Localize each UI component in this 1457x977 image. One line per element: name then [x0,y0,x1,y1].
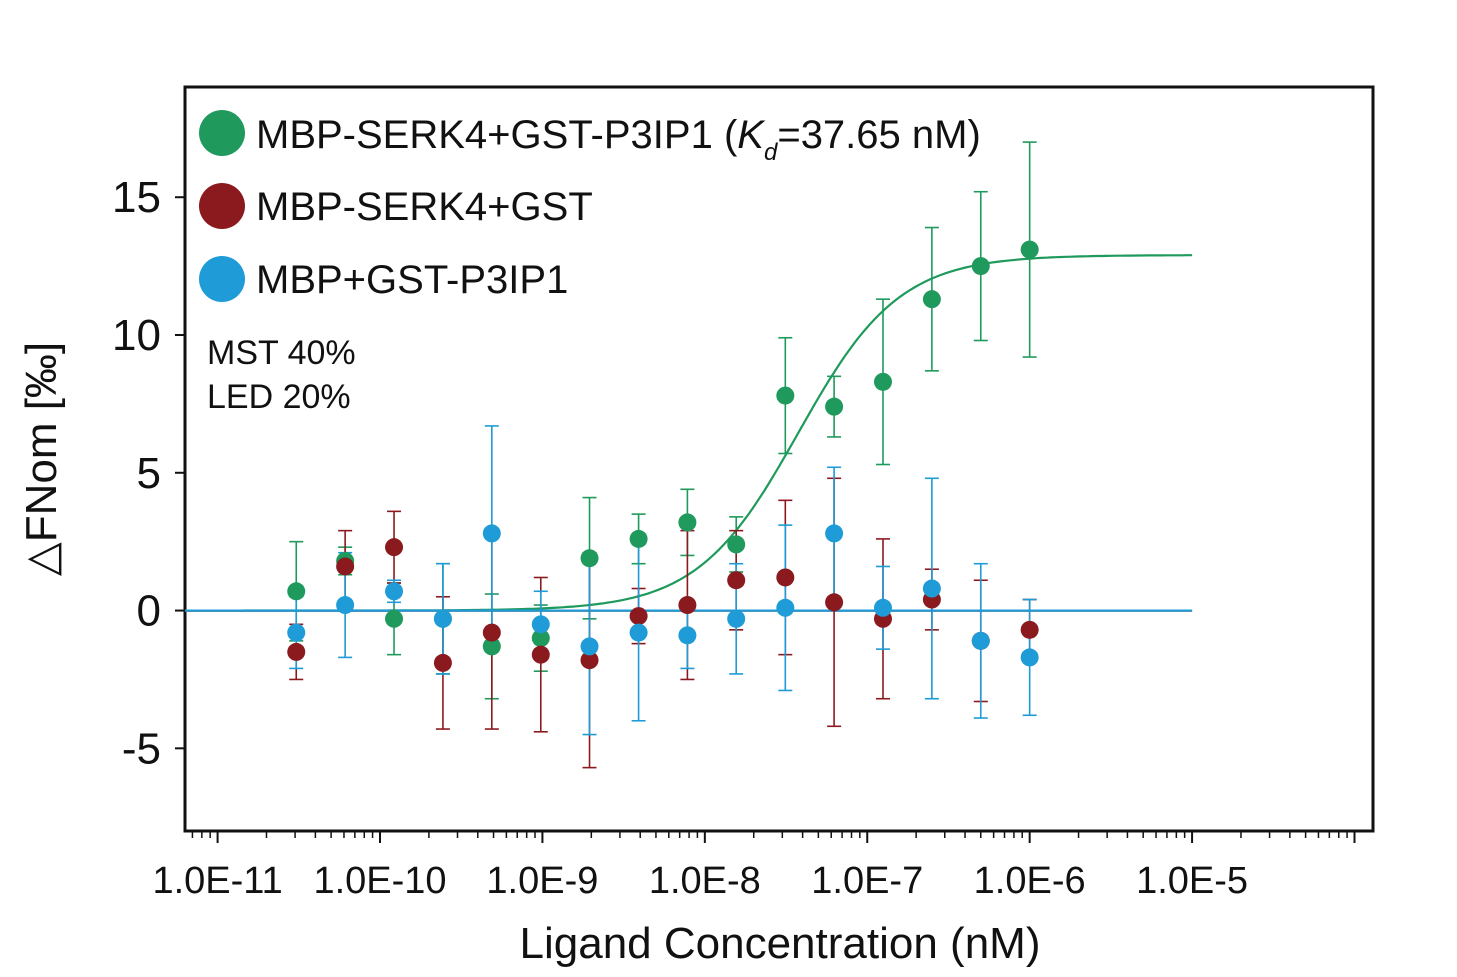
x-tick-label: 1.0E-8 [649,860,761,902]
data-point-series-0 [482,637,501,656]
data-point-series-2 [385,582,404,601]
legend-marker-serk4-gst [199,183,245,229]
legend: MBP-SERK4+GST-P3IP1 (Kd=37.65 nM) MBP-SE… [199,110,981,302]
data-point-series-0 [727,535,746,554]
data-point-series-2 [678,626,697,645]
x-axis-title: Ligand Concentration (nM) [520,919,1041,968]
y-tick-label: 10 [112,311,161,360]
data-points [287,240,1039,672]
data-point-series-2 [580,637,599,656]
data-point-series-2 [776,598,795,617]
data-point-series-1 [336,557,355,576]
data-point-series-1 [482,623,501,642]
data-point-series-1 [287,642,306,661]
data-point-series-0 [385,609,404,628]
y-tick-label: 5 [137,449,161,498]
fit-lines [185,254,1193,612]
legend-marker-serk4-p3ip1 [199,110,245,156]
data-point-series-2 [482,524,501,543]
legend-marker-mbp-p3ip1 [199,256,245,302]
y-axis: 15 10 5 0 -5 [112,173,185,773]
data-point-series-2 [531,615,550,634]
y-tick-label: 0 [137,587,161,636]
data-point-series-0 [971,257,990,276]
x-tick-label: 1.0E-11 [152,860,282,902]
fit-line-series-0 [185,254,1193,612]
legend-label-mbp-p3ip1: MBP+GST-P3IP1 [256,258,568,302]
data-point-series-0 [580,549,599,568]
plot-frame [183,85,1375,833]
legend-label-serk4-p3ip1: MBP-SERK4+GST-P3IP1 (Kd=37.65 nM) [256,113,981,166]
data-point-series-1 [433,653,452,672]
data-point-series-2 [922,579,941,598]
data-point-series-0 [873,372,892,391]
legend-label-serk4-p3ip1-sub: d [764,139,778,166]
x-tick-label: 1.0E-7 [811,860,923,902]
y-tick-label: -5 [122,724,161,773]
data-point-series-0 [678,513,697,532]
data-point-series-0 [287,582,306,601]
legend-label-serk4-p3ip1-k: K [737,113,766,157]
data-point-series-0 [825,397,844,416]
x-tick-label: 1.0E-10 [313,860,446,902]
annotation-mst: MST 40% [207,334,356,372]
legend-label-serk4-p3ip1-suffix: =37.65 nM) [777,113,980,157]
data-point-series-1 [727,571,746,590]
data-point-series-1 [629,607,648,626]
data-point-series-1 [385,538,404,557]
error-bars [289,141,1037,769]
data-point-series-0 [531,629,550,648]
x-tick-label: 1.0E-9 [486,860,598,902]
legend-label-serk4-gst: MBP-SERK4+GST [256,185,593,229]
data-point-series-2 [433,609,452,628]
data-point-series-1 [531,645,550,664]
data-point-series-2 [287,623,306,642]
data-point-series-0 [1020,240,1039,259]
data-point-series-0 [776,386,795,405]
x-tick-label: 1.0E-5 [1136,860,1248,902]
data-point-series-2 [873,598,892,617]
data-point-series-2 [825,524,844,543]
data-point-series-2 [629,623,648,642]
data-point-series-2 [727,609,746,628]
data-point-series-1 [1020,620,1039,639]
data-point-series-0 [629,529,648,548]
data-point-series-2 [336,596,355,615]
data-point-series-2 [971,631,990,650]
data-point-series-1 [580,651,599,670]
y-tick-label: 15 [112,173,161,222]
data-point-series-1 [825,593,844,612]
data-point-series-0 [922,290,941,309]
data-point-series-1 [678,596,697,615]
legend-label-serk4-p3ip1-prefix: MBP-SERK4+GST-P3IP1 ( [256,113,738,157]
annotation-led: LED 20% [207,378,351,416]
y-axis-title: △FNom [‰] [17,342,66,576]
x-tick-label: 1.0E-6 [974,860,1086,902]
data-point-series-1 [776,568,795,587]
data-point-series-2 [1020,648,1039,667]
x-axis: 1.0E-11 1.0E-10 1.0E-9 1.0E-8 1.0E-7 1.0E-6 1.… [152,831,1356,902]
